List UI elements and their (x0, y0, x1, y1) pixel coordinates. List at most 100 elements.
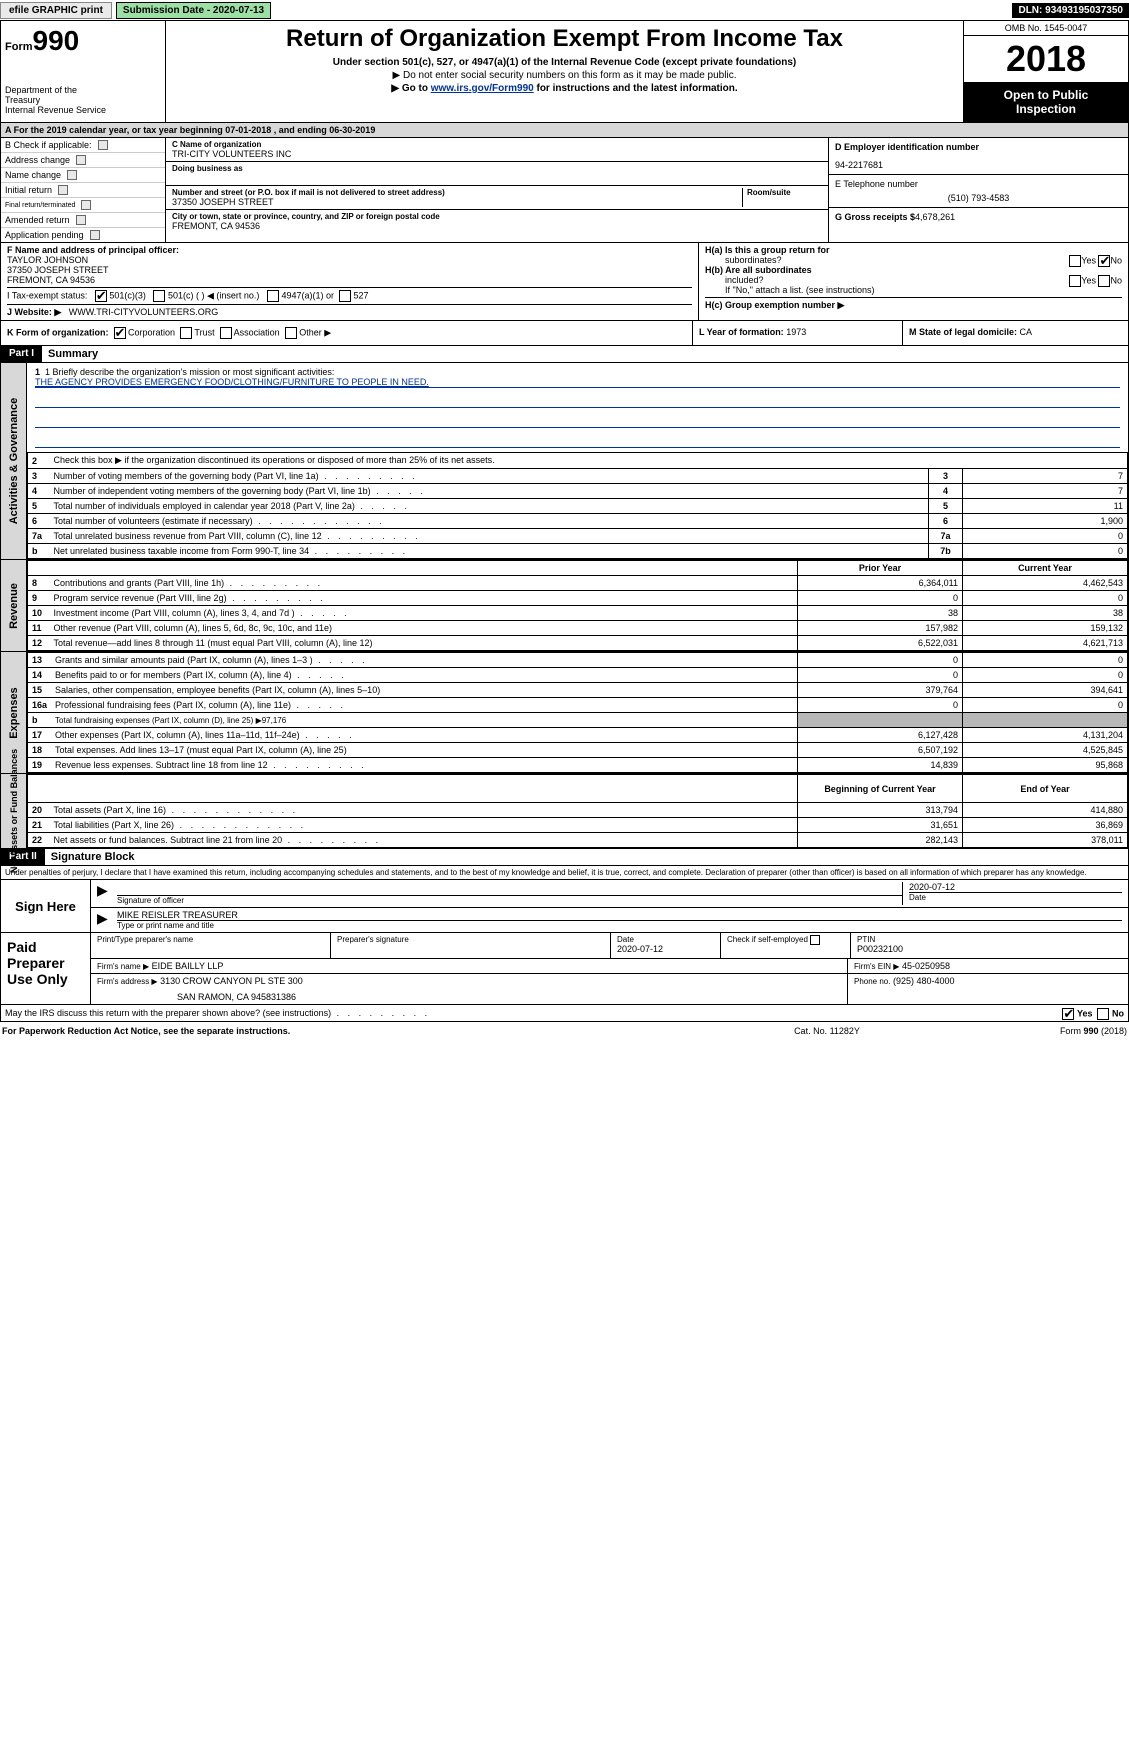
check-self-emp: Check if self-employed (727, 935, 808, 944)
l19-num: 19 (28, 758, 52, 773)
l18-text: Total expenses. Add lines 13–17 (must eq… (51, 743, 797, 758)
checkbox-501c3[interactable] (95, 290, 107, 302)
l15-text: Salaries, other compensation, employee b… (51, 683, 797, 698)
ptin-label: PTIN (857, 935, 1122, 944)
checkbox-ha-yes[interactable] (1069, 255, 1081, 267)
sig-name-cell: MIKE REISLER TREASURER Type or print nam… (117, 910, 1122, 930)
hdr-begin: Beginning of Current Year (798, 775, 963, 803)
paperwork-notice: For Paperwork Reduction Act Notice, see … (2, 1026, 727, 1036)
firm-ein-cell: Firm's EIN ▶ 45-0250958 (848, 959, 1128, 973)
checkbox-self-emp[interactable] (810, 935, 820, 945)
checkbox-icon[interactable] (90, 230, 100, 240)
checkbox-ha-no[interactable] (1098, 255, 1110, 267)
hdr-current: Current Year (963, 561, 1128, 576)
paid-row-3: Firm's address ▶ 3130 CROW CANYON PL STE… (91, 974, 1128, 1004)
paid-row-1: Print/Type preparer's name Preparer's si… (91, 933, 1128, 959)
line-2: 2Check this box ▶ if the organization di… (28, 453, 1128, 469)
l13-prior: 0 (798, 653, 963, 668)
checkbox-icon[interactable] (76, 155, 86, 165)
l16b-num: b (28, 713, 52, 728)
vlabel-net: Net Assets or Fund Balances (1, 774, 27, 848)
open-public-badge: Open to Public Inspection (964, 82, 1128, 122)
i-tax-exempt: I Tax-exempt status: 501(c)(3) 501(c) ( … (7, 290, 692, 305)
l1-text: 1 Briefly describe the organization's mi… (45, 367, 334, 377)
line-14: 14Benefits paid to or for members (Part … (28, 668, 1128, 683)
checkbox-4947[interactable] (267, 290, 279, 302)
checkbox-icon[interactable] (98, 140, 108, 150)
header-mid: Return of Organization Exempt From Incom… (166, 21, 963, 122)
l2-text: Check this box ▶ if the organization dis… (50, 453, 1128, 469)
no-label: No (1112, 1008, 1124, 1018)
l11-cur: 159,132 (963, 621, 1128, 636)
l18-prior: 6,507,192 (798, 743, 963, 758)
l16a-num: 16a (28, 698, 52, 713)
irs-link[interactable]: www.irs.gov/Form990 (431, 83, 534, 94)
sign-right: ▶ Signature of officer 2020-07-12 Date ▶… (91, 880, 1128, 932)
checkbox-assoc[interactable] (220, 327, 232, 339)
l6-text: Total number of volunteers (estimate if … (50, 514, 929, 529)
form-page-ref: Form 990 (2018) (927, 1026, 1127, 1036)
ein-value: 94-2217681 (835, 160, 1122, 170)
checkbox-other[interactable] (285, 327, 297, 339)
l14-prior: 0 (798, 668, 963, 683)
l8-num: 8 (28, 576, 50, 591)
blank-line (35, 394, 1120, 408)
m-value: CA (1020, 327, 1033, 337)
sig-officer-label: Signature of officer (117, 896, 902, 905)
l7b-box: 7b (929, 544, 963, 559)
e-phone-row: E Telephone number (510) 793-4583 (829, 175, 1128, 208)
checkbox-discuss-no[interactable] (1097, 1008, 1109, 1020)
ag-table: 2Check this box ▶ if the organization di… (27, 452, 1128, 559)
l17-cur: 4,131,204 (963, 728, 1128, 743)
l22-cur: 378,011 (963, 833, 1128, 848)
efile-print-button[interactable]: efile GRAPHIC print (0, 2, 112, 19)
phone-label: E Telephone number (835, 179, 1122, 189)
checkbox-icon[interactable] (58, 185, 68, 195)
vlabel-rev-text: Revenue (8, 583, 20, 629)
may-irs-discuss-row: May the IRS discuss this return with the… (0, 1005, 1129, 1022)
l11-text: Other revenue (Part VIII, column (A), li… (50, 621, 798, 636)
b-r6: Application pending (5, 230, 84, 240)
checkbox-discuss-yes[interactable] (1062, 1008, 1074, 1020)
firm-addr-label: Firm's address ▶ (97, 977, 158, 986)
checkbox-trust[interactable] (180, 327, 192, 339)
c-address-row: Number and street (or P.O. box if mail i… (166, 186, 828, 210)
checkbox-hb-no[interactable] (1098, 275, 1110, 287)
city-value: FREMONT, CA 94536 (172, 221, 822, 231)
l16a-cur: 0 (963, 698, 1128, 713)
signer-name: MIKE REISLER TREASURER (117, 910, 1122, 921)
g-gross-row: G Gross receipts $4,678,261 (829, 208, 1128, 226)
col-d-numbers: D Employer identification number 94-2217… (828, 138, 1128, 242)
checkbox-501c[interactable] (153, 290, 165, 302)
l1-num: 1 (35, 367, 40, 377)
checkbox-icon[interactable] (67, 170, 77, 180)
checkbox-hb-yes[interactable] (1069, 275, 1081, 287)
l16a-prior: 0 (798, 698, 963, 713)
opt-other: Other ▶ (299, 327, 331, 337)
pt-name-label: Print/Type preparer's name (97, 935, 324, 944)
line-8: 8Contributions and grants (Part VIII, li… (28, 576, 1128, 591)
blank (50, 561, 798, 576)
checkbox-corp[interactable] (114, 327, 126, 339)
firm-phone: (925) 480-4000 (893, 976, 955, 986)
b-r1: Address change (5, 155, 70, 165)
dba-value (172, 173, 822, 183)
b-address-change: Address change (1, 153, 165, 168)
paid-preparer-block: Paid Preparer Use Only Print/Type prepar… (0, 933, 1129, 1005)
exp-table: 13Grants and similar amounts paid (Part … (27, 652, 1128, 773)
dba-label: Doing business as (172, 164, 822, 173)
l-value: 1973 (786, 327, 806, 337)
line-15: 15Salaries, other compensation, employee… (28, 683, 1128, 698)
l13-text: Grants and similar amounts paid (Part IX… (51, 653, 797, 668)
line-10: 10Investment income (Part VIII, column (… (28, 606, 1128, 621)
checkbox-527[interactable] (339, 290, 351, 302)
f-label: F Name and address of principal officer: (7, 245, 692, 255)
room-label: Room/suite (747, 188, 822, 197)
type-name-label: Type or print name and title (117, 921, 1122, 930)
checkbox-icon[interactable] (76, 215, 86, 225)
sig-date-cell: 2020-07-12 Date (902, 882, 1122, 905)
l6-box: 6 (929, 514, 963, 529)
rev-table: Prior YearCurrent Year 8Contributions an… (27, 560, 1128, 651)
checkbox-icon[interactable] (81, 200, 91, 210)
addr-label: Number and street (or P.O. box if mail i… (172, 188, 742, 197)
